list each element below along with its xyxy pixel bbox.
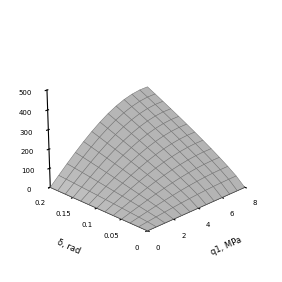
X-axis label: q1, MPa: q1, MPa — [209, 236, 243, 257]
Y-axis label: δ, rad: δ, rad — [56, 237, 81, 255]
